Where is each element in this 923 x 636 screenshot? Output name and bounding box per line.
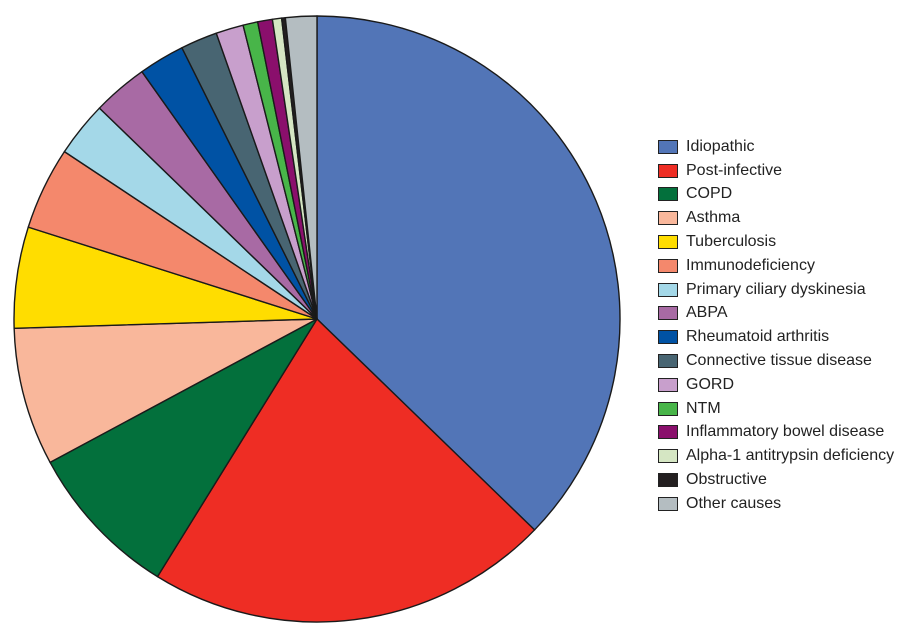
- legend-item: NTM: [658, 397, 894, 421]
- legend-swatch: [658, 163, 678, 178]
- legend-item: COPD: [658, 183, 894, 207]
- legend-swatch: [658, 473, 678, 488]
- pie-slice-asthma: [13, 318, 318, 464]
- legend-label: ABPA: [686, 304, 728, 322]
- legend-item: Primary ciliary dyskinesia: [658, 278, 894, 302]
- legend-swatch: [658, 306, 678, 321]
- legend-label: Idiopathic: [686, 137, 755, 155]
- legend-swatch: [658, 187, 678, 202]
- legend-label: Post-infective: [686, 161, 783, 179]
- legend-item: Other causes: [658, 492, 894, 516]
- legend-swatch: [658, 235, 678, 250]
- pie-slice-copd: [49, 318, 318, 578]
- legend-swatch: [658, 377, 678, 392]
- legend-label: Rheumatoid arthritis: [686, 328, 830, 346]
- legend-swatch: [658, 258, 678, 273]
- pie-plot-area: [13, 15, 621, 623]
- legend-label: Inflammatory bowel disease: [686, 423, 885, 441]
- legend-swatch: [658, 211, 678, 226]
- legend-label: Immunodeficiency: [686, 256, 815, 274]
- legend-item: GORD: [658, 373, 894, 397]
- legend-item: Obstructive: [658, 468, 894, 492]
- pie-slice-other-causes: [284, 15, 318, 320]
- legend-item: Immunodeficiency: [658, 254, 894, 278]
- legend-item: Idiopathic: [658, 135, 894, 159]
- legend-item: Tuberculosis: [658, 230, 894, 254]
- legend-label: Asthma: [686, 209, 741, 227]
- pie-slice-idiopathic: [316, 15, 621, 531]
- legend-item: Alpha-1 antitrypsin deficiency: [658, 444, 894, 468]
- legend-swatch: [658, 330, 678, 345]
- legend-label: Connective tissue disease: [686, 352, 872, 370]
- legend-item: Post-infective: [658, 159, 894, 183]
- legend-swatch: [658, 139, 678, 154]
- legend-item: Asthma: [658, 206, 894, 230]
- legend-swatch: [658, 496, 678, 511]
- legend-label: Other causes: [686, 494, 782, 512]
- legend-label: Alpha-1 antitrypsin deficiency: [686, 447, 895, 465]
- legend-swatch: [658, 449, 678, 464]
- legend-label: Primary ciliary dyskinesia: [686, 280, 866, 298]
- legend-item: Connective tissue disease: [658, 349, 894, 373]
- legend-item: Rheumatoid arthritis: [658, 325, 894, 349]
- legend-label: Tuberculosis: [686, 233, 777, 251]
- legend-swatch: [658, 282, 678, 297]
- legend-item: Inflammatory bowel disease: [658, 421, 894, 445]
- legend-swatch: [658, 425, 678, 440]
- legend-label: Obstructive: [686, 471, 767, 489]
- legend-label: GORD: [686, 375, 734, 393]
- legend-swatch: [658, 354, 678, 369]
- legend-label: NTM: [686, 399, 721, 417]
- pie-slice-post-infective: [156, 318, 536, 623]
- legend: Idiopathic Post-infective COPD Asthma Tuberc…: [658, 135, 894, 516]
- legend-swatch: [658, 401, 678, 416]
- legend-label: COPD: [686, 185, 733, 203]
- legend-item: ABPA: [658, 302, 894, 326]
